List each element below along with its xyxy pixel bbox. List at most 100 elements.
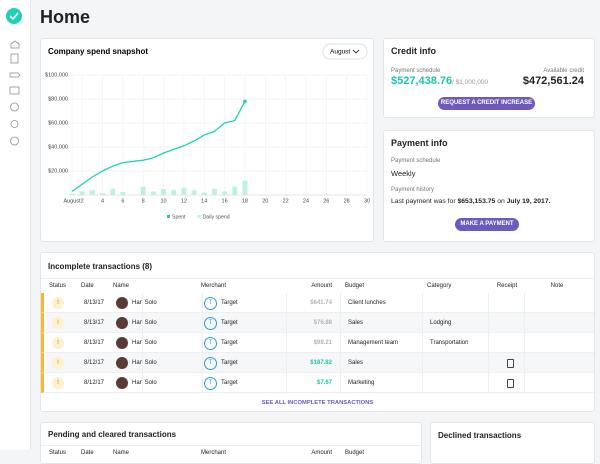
receipt-icon <box>507 359 514 368</box>
avatar <box>116 317 128 329</box>
col-divider <box>142 313 143 333</box>
card-icon[interactable] <box>9 86 20 95</box>
column-header: Date <box>81 283 94 289</box>
col-divider <box>488 293 489 313</box>
col-divider <box>422 313 423 333</box>
daily-bar <box>140 186 146 195</box>
col-divider <box>202 313 203 333</box>
page-title: Home <box>40 7 91 27</box>
credit-limit: / $1,000,000 <box>452 79 489 86</box>
column-header: Note <box>550 283 564 289</box>
available-credit: $472,561.24 <box>522 75 584 87</box>
name: Han Solo <box>132 320 157 326</box>
receipt-icon <box>507 379 514 388</box>
avatar <box>116 357 128 369</box>
status-badge: ! <box>52 297 64 309</box>
x-tick-label: 2 <box>81 198 84 204</box>
x-tick-label: 8 <box>142 198 145 204</box>
column-header: Amount <box>311 450 332 456</box>
make-payment-button[interactable]: MAKE A PAYMENT <box>455 218 519 231</box>
x-tick-label: 6 <box>121 198 124 204</box>
amount: $187.82 <box>310 360 332 366</box>
merchant-logo: T <box>204 296 217 310</box>
col-divider <box>422 373 423 393</box>
user-icon[interactable] <box>10 102 19 112</box>
see-all-link[interactable]: SEE ALL INCOMPLETE TRANSACTIONS <box>261 400 374 406</box>
column-header: Merchant <box>201 450 227 456</box>
spent-line <box>71 101 246 192</box>
column-header: Amount <box>311 283 332 289</box>
avatar <box>116 297 128 309</box>
col-divider <box>340 353 341 373</box>
payment-schedule: Weekly <box>391 169 416 178</box>
payment-history-label: Payment history <box>391 187 435 193</box>
table-row: ! 8/13/17 Han Solo T Target $641.74 Client lun… <box>41 293 594 313</box>
merchant: Target <box>221 320 238 326</box>
table-header: Status Date Name Merchant Amount Budget Catego… <box>41 278 594 294</box>
home-icon[interactable] <box>10 40 20 49</box>
chart-title: Company spend snapshot <box>48 47 148 56</box>
x-tick-label: 12 <box>181 198 187 204</box>
name: Han Solo <box>132 380 157 386</box>
x-tick-label: 4 <box>101 198 104 204</box>
daily-bar <box>69 193 75 195</box>
payment-card: Payment info Payment schedule Weekly Pay… <box>383 130 595 242</box>
x-tick-label: 26 <box>323 198 329 204</box>
col-divider <box>488 353 489 373</box>
declined-title: Declined transactions <box>438 431 522 440</box>
daily-bar <box>211 189 217 195</box>
col-divider <box>488 333 489 353</box>
help-icon[interactable] <box>10 136 19 146</box>
budget: Sales <box>348 360 364 366</box>
date: 8/13/17 <box>84 300 105 306</box>
logo[interactable] <box>6 8 22 24</box>
credit-increase-button[interactable]: REQUEST A CREDIT INCREASE <box>438 97 535 110</box>
settings-icon[interactable] <box>10 120 19 128</box>
available-label: Available credit <box>543 68 584 74</box>
y-tick-label: $80,000 <box>48 96 68 102</box>
month-dropdown[interactable] <box>322 43 368 60</box>
daily-bar <box>100 193 106 195</box>
col-divider <box>422 293 423 313</box>
col-divider <box>524 333 525 353</box>
status-badge: ! <box>52 337 64 349</box>
col-divider <box>286 333 287 353</box>
merchant-logo: T <box>204 316 217 330</box>
daily-bar <box>201 192 207 195</box>
credit-used: $527,438.76 <box>391 75 453 87</box>
budget: Marketing <box>348 380 375 386</box>
x-tick-label: 20 <box>262 198 268 204</box>
col-divider <box>488 313 489 333</box>
y-tick-label: $20,000 <box>48 168 68 174</box>
legend-swatch <box>197 215 201 218</box>
payment-schedule-label: Payment schedule <box>391 158 441 164</box>
x-tick-label: 24 <box>303 198 309 204</box>
col-divider <box>422 333 423 353</box>
daily-bar <box>79 191 85 195</box>
table-header: Status Date Name Merchant Amount Budget <box>41 445 421 460</box>
col-divider <box>524 373 525 393</box>
status-badge: ! <box>52 377 64 389</box>
x-tick-label: 14 <box>201 198 207 204</box>
tag-icon[interactable] <box>9 72 21 78</box>
col-divider <box>286 373 287 393</box>
x-tick-label: 30 <box>364 198 370 204</box>
date: 8/12/17 <box>84 360 105 366</box>
incomplete-title: Incomplete transactions (8) <box>48 262 153 271</box>
col-divider <box>524 313 525 333</box>
table-row: ! 8/12/17 Han Solo T Target $7.67 Marketing <box>41 373 594 393</box>
spent-end-dot <box>243 99 247 104</box>
amount: $7.67 <box>316 380 332 386</box>
daily-bar <box>222 191 228 195</box>
col-divider <box>524 353 525 373</box>
col-divider <box>422 353 423 373</box>
budget: Management team <box>348 340 399 346</box>
col-divider <box>142 373 143 393</box>
pending-title: Pending and cleared transactions <box>48 430 177 439</box>
column-header: Date <box>81 450 94 456</box>
y-tick-label: $60,000 <box>48 120 68 126</box>
daily-bar <box>110 189 116 195</box>
docs-icon[interactable] <box>10 53 19 64</box>
col-divider <box>340 313 341 333</box>
